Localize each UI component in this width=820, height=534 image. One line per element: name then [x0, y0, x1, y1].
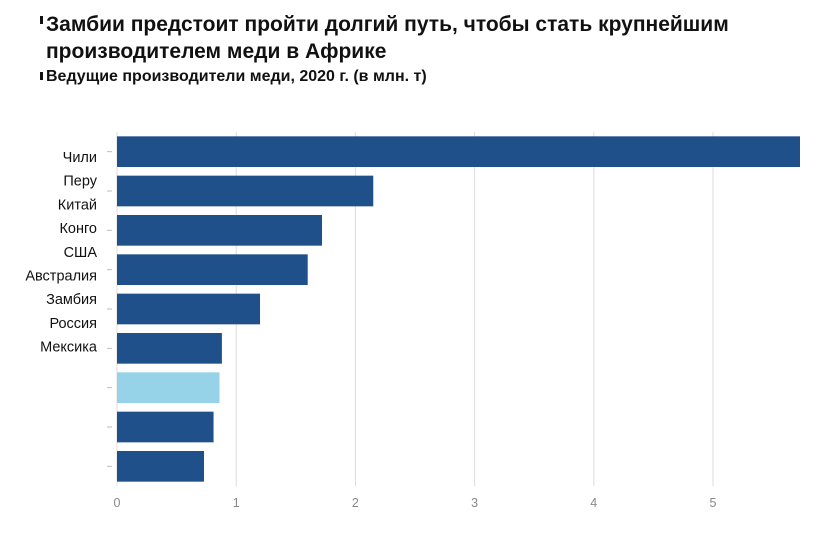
- category-label: Мексика: [40, 340, 98, 356]
- category-label: Замбия: [46, 292, 97, 308]
- x-tick-label: 0: [114, 496, 121, 510]
- bar: [117, 293, 261, 325]
- x-tick-label: 3: [471, 496, 478, 510]
- category-label: Конго: [59, 221, 97, 237]
- bar: [117, 254, 308, 286]
- bar: [117, 175, 374, 207]
- subtitle-marker: [40, 72, 43, 80]
- x-tick-label: 2: [352, 496, 359, 510]
- category-label: Китай: [58, 197, 97, 213]
- x-tick-label: 4: [590, 496, 597, 510]
- x-tick-label: 1: [233, 496, 240, 510]
- bar: [117, 450, 205, 482]
- category-label: Перу: [63, 174, 97, 190]
- bar: [117, 411, 214, 443]
- bar: [117, 332, 222, 364]
- x-tick-label: 5: [710, 496, 717, 510]
- title-marker: [40, 16, 43, 24]
- category-label: Россия: [49, 316, 97, 332]
- bar: [117, 214, 323, 246]
- category-label: США: [64, 245, 98, 261]
- chart-title: Замбии предстоит пройти долгий путь, что…: [46, 13, 729, 63]
- category-label: Австралия: [25, 269, 97, 285]
- bar: [117, 372, 220, 404]
- category-label: Чили: [63, 150, 97, 166]
- chart-subtitle: Ведущие производители меди, 2020 г. (в м…: [46, 68, 427, 85]
- bar: [117, 136, 800, 168]
